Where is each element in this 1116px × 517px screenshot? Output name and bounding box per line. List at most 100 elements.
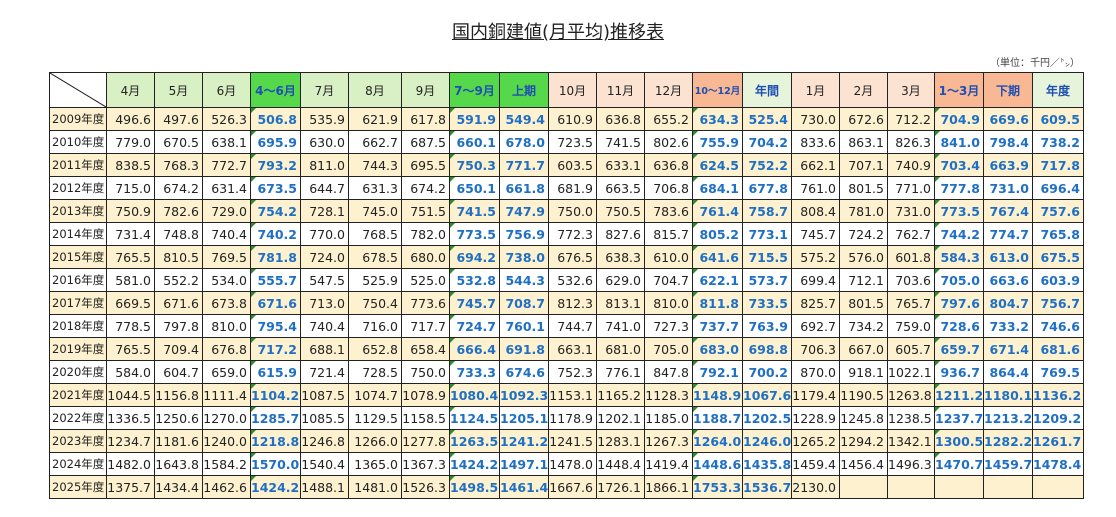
value-cell: 1180.1 [983, 383, 1033, 407]
value-cell: 1044.5 [106, 383, 155, 407]
value-cell: 782.6 [154, 199, 203, 223]
value-cell: 629.0 [596, 268, 645, 292]
value-cell: 1153.1 [548, 383, 597, 407]
table-row: 2015年度 765.5 810.5 769.5 781.8 724.0 678.5 680.… [49, 245, 1084, 269]
table-row: 2010年度 779.0 670.5 638.1 695.9 630.0 662.7 687.… [49, 130, 1084, 154]
value-cell: 744.2 [934, 222, 984, 246]
value-cell: 575.2 [791, 245, 840, 269]
value-cell: 704.2 [742, 130, 792, 154]
value-cell: 1218.8 [250, 429, 301, 453]
value-cell: 1536.7 [742, 475, 792, 499]
value-cell: 1261.7 [1032, 429, 1084, 453]
value-cell: 717.7 [401, 314, 450, 338]
value-cell: 1726.1 [596, 475, 645, 499]
value-cell: 1456.4 [839, 452, 888, 476]
value-cell: 1078.9 [401, 383, 450, 407]
value-cell: 1866.1 [644, 475, 693, 499]
year-cell: 2019年度 [49, 337, 107, 361]
value-cell: 762.7 [887, 222, 935, 246]
value-cell: 663.9 [983, 153, 1033, 177]
value-cell: 688.1 [300, 337, 349, 361]
value-cell: 751.5 [401, 199, 450, 223]
col-header: 5月 [154, 72, 203, 108]
value-cell: 750.0 [401, 360, 450, 384]
value-cell: 681.0 [596, 337, 645, 361]
value-cell: 670.5 [154, 130, 203, 154]
value-cell: 1085.5 [300, 406, 349, 430]
value-cell: 825.7 [791, 291, 840, 315]
value-cell: 1022.1 [887, 360, 935, 384]
year-cell: 2015年度 [49, 245, 107, 269]
value-cell: 535.9 [300, 107, 349, 131]
value-cell: 692.7 [791, 314, 840, 338]
value-cell: 610.9 [548, 107, 597, 131]
value-cell: 747.9 [499, 199, 549, 223]
value-cell: 771.0 [887, 176, 935, 200]
value-cell: 723.5 [548, 130, 597, 154]
value-cell: 659.7 [934, 337, 984, 361]
table-row: 2009年度 496.6 497.6 526.3 506.8 535.9 621.9 617.… [49, 107, 1084, 131]
value-cell: 675.5 [1032, 245, 1084, 269]
value-cell: 633.1 [596, 153, 645, 177]
value-cell: 741.5 [596, 130, 645, 154]
value-cell: 750.0 [548, 199, 597, 223]
value-cell: 740.2 [250, 222, 301, 246]
value-cell: 750.4 [348, 291, 402, 315]
col-header-half: 上期 [499, 72, 549, 108]
year-cell: 2012年度 [49, 176, 107, 200]
value-cell: 573.7 [742, 268, 792, 292]
value-cell: 745.7 [449, 291, 500, 315]
value-cell: 696.4 [1032, 176, 1084, 200]
value-cell: 715.0 [106, 176, 155, 200]
value-cell: 1285.7 [250, 406, 301, 430]
year-cell: 2009年度 [49, 107, 107, 131]
value-cell: 1074.7 [348, 383, 402, 407]
value-cell: 1584.2 [202, 452, 251, 476]
value-cell: 671.6 [250, 291, 301, 315]
value-cell: 1497.1 [499, 452, 549, 476]
value-cell: 755.9 [692, 130, 743, 154]
value-cell: 698.8 [742, 337, 792, 361]
page-title-text: 国内銅建値(月平均)推移表 [451, 22, 665, 43]
table-row: 2021年度 1044.5 1156.8 1111.4 1104.2 1087.5 1074… [49, 383, 1084, 407]
value-cell: 634.3 [692, 107, 743, 131]
value-cell: 773.6 [401, 291, 450, 315]
year-cell: 2010年度 [49, 130, 107, 154]
value-cell: 740.4 [300, 314, 349, 338]
value-cell: 792.1 [692, 360, 743, 384]
value-cell: 748.8 [154, 222, 203, 246]
value-cell: 863.1 [839, 130, 888, 154]
value-cell: 754.2 [250, 199, 301, 223]
value-cell: 525.0 [401, 268, 450, 292]
value-cell: 811.8 [692, 291, 743, 315]
table-body: 2009年度 496.6 497.6 526.3 506.8 535.9 621.9 617.… [49, 107, 1084, 499]
value-cell: 1266.0 [348, 429, 402, 453]
value-cell: 734.2 [839, 314, 888, 338]
corner-cell [49, 72, 107, 108]
value-cell: 771.7 [499, 153, 549, 177]
value-cell: 795.4 [250, 314, 301, 338]
value-cell: 669.6 [983, 107, 1033, 131]
unit-label: （単位：千円／㌧） [990, 58, 1080, 69]
value-cell: 706.3 [791, 337, 840, 361]
value-cell: 672.6 [839, 107, 888, 131]
value-cell: 707.1 [839, 153, 888, 177]
col-header-quarter: 1～3月 [934, 72, 984, 108]
value-cell: 733.3 [449, 360, 500, 384]
value-cell: 631.3 [348, 176, 402, 200]
value-cell: 584.0 [106, 360, 155, 384]
value-cell: 610.0 [644, 245, 693, 269]
value-cell: 662.7 [348, 130, 402, 154]
value-cell: 773.1 [742, 222, 792, 246]
value-cell: 1367.3 [401, 452, 450, 476]
value-cell: 838.5 [106, 153, 155, 177]
value-cell: 713.0 [300, 291, 349, 315]
value-cell: 1241.2 [499, 429, 549, 453]
value-cell: 738.2 [1032, 130, 1084, 154]
value-cell: 810.0 [202, 314, 251, 338]
col-header-quarter: 4～6月 [250, 72, 301, 108]
value-cell: 1478.0 [548, 452, 597, 476]
value-cell: 729.0 [202, 199, 251, 223]
value-cell: 801.5 [839, 291, 888, 315]
value-cell: 631.4 [202, 176, 251, 200]
